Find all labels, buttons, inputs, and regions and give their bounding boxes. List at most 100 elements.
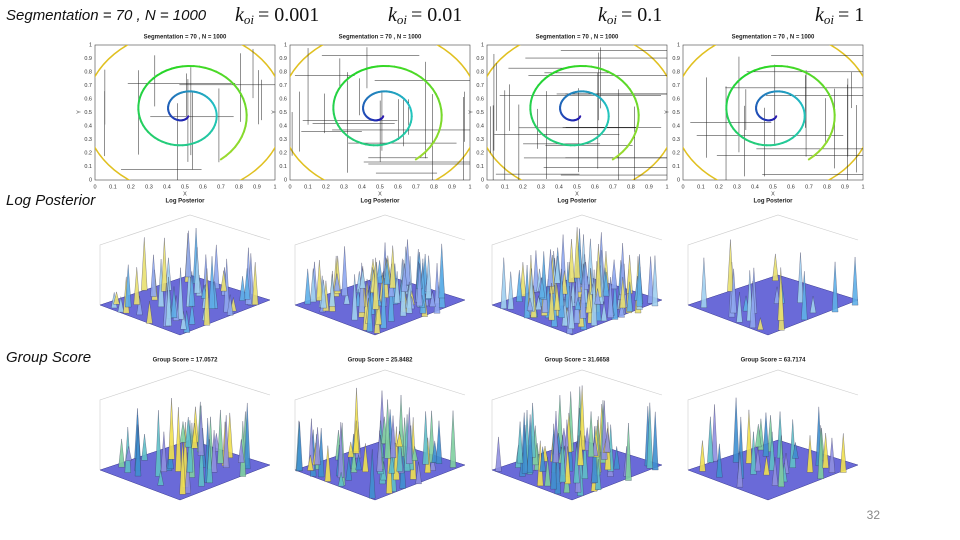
- surface-peak: [716, 443, 723, 478]
- surface-peak: [594, 288, 601, 305]
- surface-base: [687, 274, 859, 336]
- x-axis-label: X: [183, 191, 187, 197]
- y-tick-label: 0.5: [476, 110, 484, 116]
- axis-box: [294, 369, 466, 470]
- surface-peak: [141, 434, 148, 461]
- x-tick-label: 0.1: [109, 184, 117, 190]
- surface-peak: [516, 421, 524, 464]
- y-tick-label: 0.9: [476, 56, 484, 62]
- surface-peak: [730, 268, 737, 314]
- plot-title: Log Posterior: [360, 199, 400, 205]
- surface-peak: [636, 254, 643, 307]
- surface-peak: [177, 267, 184, 320]
- plot-title: Group Score = 31.6658: [545, 358, 611, 364]
- surface-peak: [170, 286, 178, 318]
- surface-peak: [438, 243, 445, 299]
- axis-box: [491, 214, 663, 305]
- plot-title: Log Posterior: [753, 199, 793, 205]
- x-tick-label: 0.3: [733, 184, 741, 190]
- surface-peak: [243, 268, 251, 300]
- surface-peak: [389, 245, 396, 289]
- y-tick-label: 0.3: [84, 137, 92, 143]
- surface-peak: [404, 239, 411, 286]
- surface-peak: [651, 255, 659, 307]
- surface-peak: [851, 256, 859, 306]
- x-tick-label: 0.7: [609, 184, 617, 190]
- y-tick-label: 0.7: [476, 83, 484, 89]
- x-tick-label: 0: [288, 184, 291, 190]
- surface-peak: [329, 274, 336, 307]
- surface-peak: [359, 268, 366, 289]
- plot-area: [487, 45, 667, 180]
- axis-box: [99, 214, 271, 305]
- y-tick-label: 0.4: [279, 123, 287, 129]
- surface-peak: [749, 281, 756, 328]
- surface-peak: [175, 407, 182, 472]
- surface-peak: [577, 430, 584, 466]
- surface-peak: [320, 279, 327, 309]
- surface-peak: [411, 446, 418, 461]
- x-tick-label: 0.4: [751, 184, 759, 190]
- surface-peak: [296, 421, 303, 471]
- y-tick-label: 0.8: [279, 69, 287, 75]
- surface-peak: [581, 435, 589, 479]
- surface-peak: [380, 271, 387, 329]
- surface-peak: [828, 437, 836, 473]
- x-tick-label: 1: [665, 184, 668, 190]
- surface-peak: [646, 402, 653, 469]
- x-tick-label: 0: [681, 184, 684, 190]
- x-tick-label: 0.5: [769, 184, 777, 190]
- surface-peak: [495, 436, 502, 472]
- surface-peak: [700, 257, 708, 308]
- x-tick-label: 0.8: [235, 184, 243, 190]
- axis-box: [99, 369, 271, 470]
- surface-peak: [160, 431, 168, 472]
- surface-peak: [732, 397, 740, 463]
- surface-peak: [568, 296, 575, 329]
- surface-peak: [389, 415, 397, 458]
- plot-title: Log Posterior: [557, 199, 597, 205]
- y-tick-label: 0.3: [476, 137, 484, 143]
- y-tick-label: 0.4: [476, 123, 484, 129]
- x-tick-label: 0.5: [376, 184, 384, 190]
- surface-peak: [406, 281, 413, 314]
- x-tick-label: 0: [485, 184, 488, 190]
- surface-peak: [500, 257, 507, 309]
- surface-peak: [165, 276, 172, 327]
- surface-peak: [384, 399, 391, 459]
- surface-peak: [579, 263, 587, 319]
- y-tick-label: 0.2: [672, 150, 680, 156]
- surface-peak: [809, 296, 817, 314]
- surface-peak: [538, 276, 546, 299]
- y-tick-label: 0: [481, 177, 484, 183]
- y-axis-label: Y: [76, 110, 82, 114]
- surface-peak: [755, 424, 762, 448]
- surface-peak: [585, 290, 592, 314]
- surface-peak: [362, 443, 369, 472]
- axis-box: [687, 369, 859, 470]
- surface-peak: [193, 247, 201, 294]
- row-label: Log Posterior: [6, 192, 96, 209]
- spiral: [420, 150, 427, 157]
- plot-frame: [486, 44, 668, 181]
- surface-peak: [355, 454, 362, 471]
- surface-peak: [416, 263, 423, 307]
- surface-peak: [789, 419, 796, 468]
- surface-peak: [198, 434, 205, 487]
- surface-peak: [428, 410, 435, 463]
- surface-peak: [396, 430, 403, 472]
- surface-peak: [146, 301, 153, 324]
- x-tick-label: 0.3: [340, 184, 348, 190]
- k-label: koi = 0.01: [388, 4, 462, 27]
- surface-peak: [801, 271, 808, 321]
- surface-peak: [125, 446, 132, 461]
- surface-peak: [203, 268, 211, 326]
- y-tick-label: 0.6: [84, 96, 92, 102]
- surface-peak: [736, 451, 744, 488]
- x-tick-label: 0.2: [127, 184, 135, 190]
- x-tick-label: 0.7: [805, 184, 813, 190]
- plot-area: [290, 45, 470, 180]
- surface-peak: [134, 424, 142, 477]
- y-tick-label: 0.5: [279, 110, 287, 116]
- y-tick-label: 0.2: [476, 150, 484, 156]
